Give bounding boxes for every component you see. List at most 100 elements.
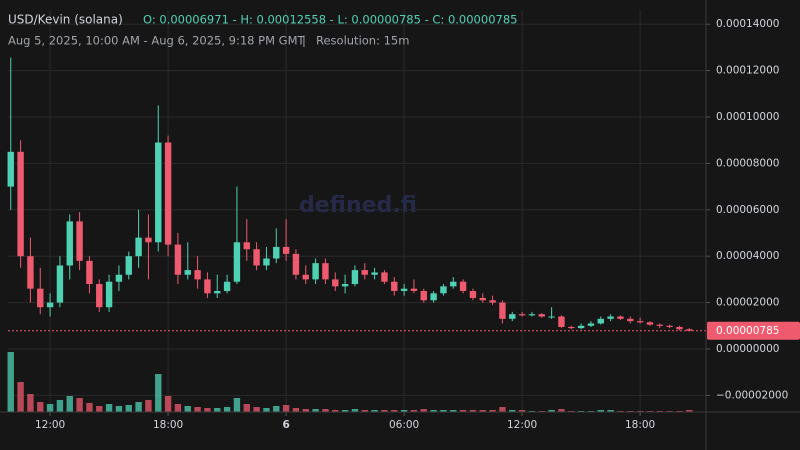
grid <box>8 10 710 416</box>
candle-body <box>263 258 270 266</box>
volume-bar <box>214 408 221 412</box>
volume-bar <box>302 409 309 412</box>
y-tick-label: 0.00000000 <box>716 343 779 355</box>
volume-bar <box>66 396 73 412</box>
candle-body <box>56 265 64 303</box>
candle-body <box>27 256 34 289</box>
ohlc-readout: O: 0.00006971 - H: 0.00012558 - L: 0.000… <box>143 13 517 27</box>
volume-bar <box>27 394 34 412</box>
candle-body <box>96 284 103 308</box>
volume-bar <box>459 410 467 412</box>
candle-body <box>459 281 467 291</box>
candle-body <box>86 260 93 285</box>
candle-body <box>469 290 477 298</box>
volume-bar <box>37 402 44 412</box>
candle-body <box>597 318 604 324</box>
candle-body <box>184 270 191 275</box>
candle-body <box>568 326 575 329</box>
candle-body <box>400 288 408 291</box>
candle-body <box>322 263 329 280</box>
volume-bar <box>312 409 319 412</box>
x-tick-label: 12:00 <box>507 419 537 431</box>
volume-bar <box>499 407 506 412</box>
candle-body <box>233 242 241 282</box>
y-tick-label: 0.00004000 <box>716 250 779 262</box>
candle-body <box>332 279 339 287</box>
candle-body <box>636 321 644 323</box>
candle-body <box>548 316 555 318</box>
candle-body <box>282 246 290 254</box>
chart-title: USD/Kevin (solana) <box>8 13 123 27</box>
volume-bar <box>686 410 693 412</box>
volume-bar <box>96 406 103 412</box>
volume-bar <box>164 396 172 412</box>
candle-body <box>440 286 447 294</box>
candle-body <box>450 281 457 287</box>
candle-body <box>164 142 172 245</box>
candle-body <box>105 281 113 308</box>
volume-bar <box>292 408 300 412</box>
volume-bar <box>135 402 142 412</box>
candle-body <box>351 270 359 285</box>
candle-body <box>341 284 349 287</box>
candle-body <box>312 263 319 280</box>
last-price-label: 0.00000785 <box>716 325 779 337</box>
volume-bar <box>273 406 280 412</box>
x-tick-label: 18:00 <box>153 419 183 431</box>
candle-body <box>381 272 388 282</box>
candle-body <box>46 302 54 308</box>
volume-bar <box>184 406 191 412</box>
volume-bar <box>253 407 260 412</box>
resolution: Resolution: 15m <box>316 34 409 48</box>
x-tick-label: 18:00 <box>625 419 655 431</box>
y-tick-label: 0.00008000 <box>716 157 779 169</box>
volume-bar <box>17 382 24 412</box>
candle-body <box>243 242 250 250</box>
candle-body <box>273 246 280 259</box>
separator: | <box>302 34 306 48</box>
volume-bar <box>430 410 437 412</box>
y-tick-label: 0.00006000 <box>716 204 779 216</box>
y-tick-label: 0.00010000 <box>716 111 779 123</box>
candle-body <box>223 281 231 291</box>
candle-body <box>7 151 14 187</box>
candle-body <box>361 270 368 275</box>
candle-body <box>627 318 634 322</box>
candle-body <box>528 314 536 316</box>
volume-bar <box>558 409 565 412</box>
volume-bar <box>400 410 408 412</box>
candle-body <box>204 279 211 294</box>
volume-bar <box>450 410 457 412</box>
candle-body <box>125 256 132 275</box>
x-tick-label: 12:00 <box>35 419 65 431</box>
volume-bar <box>361 410 368 412</box>
volume-bar <box>76 398 83 412</box>
candle-body <box>499 302 506 319</box>
volume-bar <box>509 410 516 412</box>
candle-body <box>371 272 378 275</box>
candle-body <box>135 237 142 257</box>
volume-bar <box>145 400 152 412</box>
candle-body <box>686 329 693 331</box>
candle-body <box>577 325 585 329</box>
volume-bar <box>420 409 427 412</box>
volume-bar <box>332 410 339 412</box>
date-range: Aug 5, 2025, 10:00 AM - Aug 6, 2025, 9:1… <box>8 34 306 48</box>
candle-body <box>155 142 162 243</box>
volume-bar <box>194 407 201 412</box>
candle-body <box>509 314 516 319</box>
volume-bar <box>410 410 418 412</box>
candle-body <box>253 249 260 266</box>
volume-bar <box>440 410 447 412</box>
candle-body <box>17 151 24 257</box>
y-tick-label: 0.00002000 <box>716 297 779 309</box>
volume-bar <box>56 400 64 412</box>
volume-bar <box>7 352 14 412</box>
volume-bar <box>115 406 123 412</box>
candle-body <box>479 297 486 301</box>
candle-body <box>37 288 44 308</box>
candle-body <box>214 290 221 294</box>
candle-body <box>607 316 614 319</box>
y-tick-label: −0.00002000 <box>716 389 788 401</box>
